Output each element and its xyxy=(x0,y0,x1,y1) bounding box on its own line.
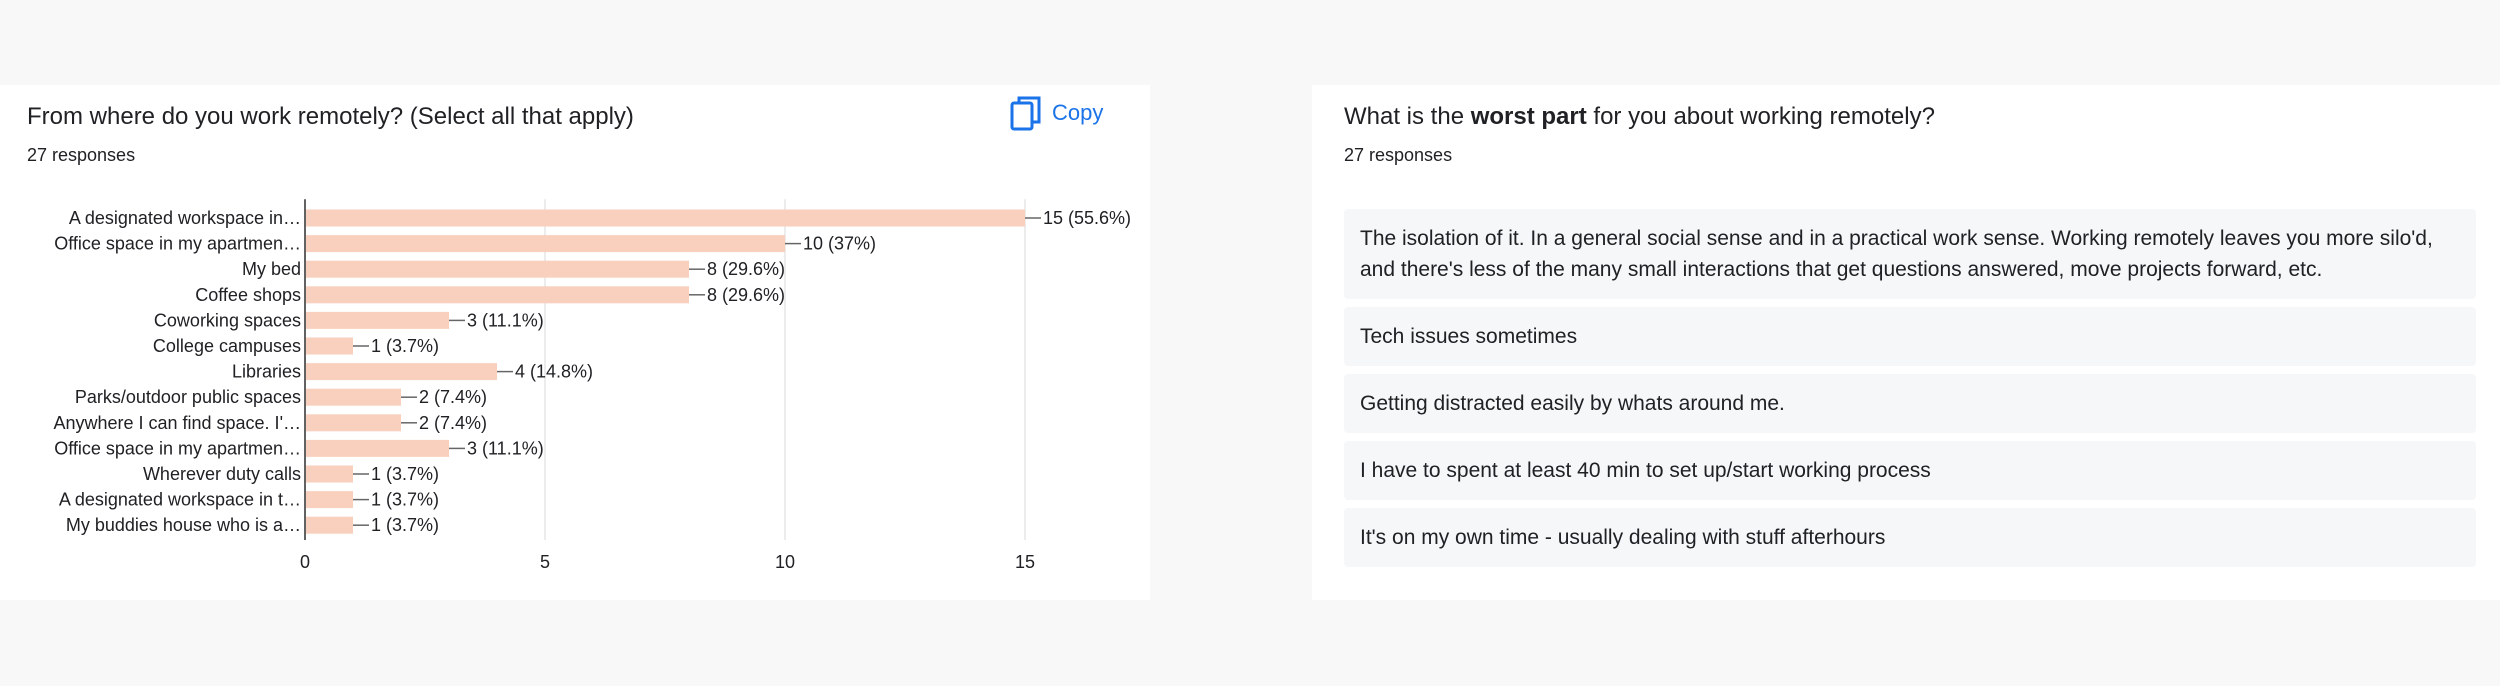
x-tick-label: 15 xyxy=(1015,552,1035,572)
bar xyxy=(306,465,353,483)
data-label: 2 (7.4%) xyxy=(419,413,487,433)
category-label: Parks/outdoor public spaces xyxy=(75,387,301,407)
data-label: 1 (3.7%) xyxy=(371,336,439,356)
category-label: A designated workspace in t… xyxy=(59,490,301,510)
data-label: 8 (29.6%) xyxy=(707,285,785,305)
data-label: 1 (3.7%) xyxy=(371,515,439,535)
bar xyxy=(306,286,689,304)
response-count: 27 responses xyxy=(1344,145,1453,165)
response-item: It's on my own time - usually dealing wi… xyxy=(1344,508,2476,567)
data-label: 15 (55.6%) xyxy=(1043,208,1131,228)
category-label: Coworking spaces xyxy=(154,310,301,330)
copy-button[interactable]: Copy xyxy=(1010,91,1103,135)
response-item: Getting distracted easily by whats aroun… xyxy=(1344,374,2476,433)
response-count: 27 responses xyxy=(27,145,136,165)
bar xyxy=(306,337,353,355)
data-label: 1 (3.7%) xyxy=(371,490,439,510)
response-list: The isolation of it. In a general social… xyxy=(1344,209,2476,575)
data-label: 1 (3.7%) xyxy=(371,464,439,484)
bar xyxy=(306,439,449,457)
category-label: A designated workspace in… xyxy=(69,208,301,228)
bar xyxy=(306,388,401,406)
response-item: The isolation of it. In a general social… xyxy=(1344,209,2476,299)
bar xyxy=(306,491,353,509)
copy-icon xyxy=(1010,95,1042,131)
response-item: Tech issues sometimes xyxy=(1344,307,2476,366)
category-label: Office space in my apartmen… xyxy=(54,234,301,254)
bar xyxy=(306,235,785,253)
question-title-emphasis: worst part xyxy=(1470,103,1587,130)
bar xyxy=(306,516,353,534)
category-label: Anywhere I can find space. I'… xyxy=(53,413,301,433)
question-title: What is the worst part for you about wor… xyxy=(1344,103,1935,130)
x-tick-label: 0 xyxy=(300,552,310,572)
text-responses-card: What is the worst part for you about wor… xyxy=(1312,85,2500,600)
bar xyxy=(306,209,1025,227)
data-label: 8 (29.6%) xyxy=(707,259,785,279)
chart-card: From where do you work remotely? (Select… xyxy=(0,85,1150,600)
category-label: College campuses xyxy=(153,336,301,356)
bar-chart: 0 5 10 15 A designated workspace in… 15 (55.6… xyxy=(53,199,1131,572)
category-label: Coffee shops xyxy=(195,285,301,305)
question-title: From where do you work remotely? (Select… xyxy=(27,103,634,130)
bar xyxy=(306,311,449,329)
x-tick-label: 10 xyxy=(775,552,795,572)
data-label: 3 (11.1%) xyxy=(467,310,544,330)
category-label: Libraries xyxy=(232,362,301,382)
category-label: Office space in my apartmen… xyxy=(54,438,301,458)
data-label: 10 (37%) xyxy=(803,234,876,254)
data-label: 2 (7.4%) xyxy=(419,387,487,407)
category-label: My bed xyxy=(242,259,301,279)
response-item: I have to spent at least 40 min to set u… xyxy=(1344,441,2476,500)
x-tick-label: 5 xyxy=(540,552,550,572)
copy-label: Copy xyxy=(1052,100,1104,125)
bar xyxy=(306,260,689,278)
category-label: My buddies house who is a… xyxy=(66,515,301,535)
category-label: Wherever duty calls xyxy=(143,464,301,484)
data-label: 3 (11.1%) xyxy=(467,438,544,458)
data-label: 4 (14.8%) xyxy=(515,362,593,382)
bar xyxy=(306,363,497,381)
bar xyxy=(306,414,401,432)
